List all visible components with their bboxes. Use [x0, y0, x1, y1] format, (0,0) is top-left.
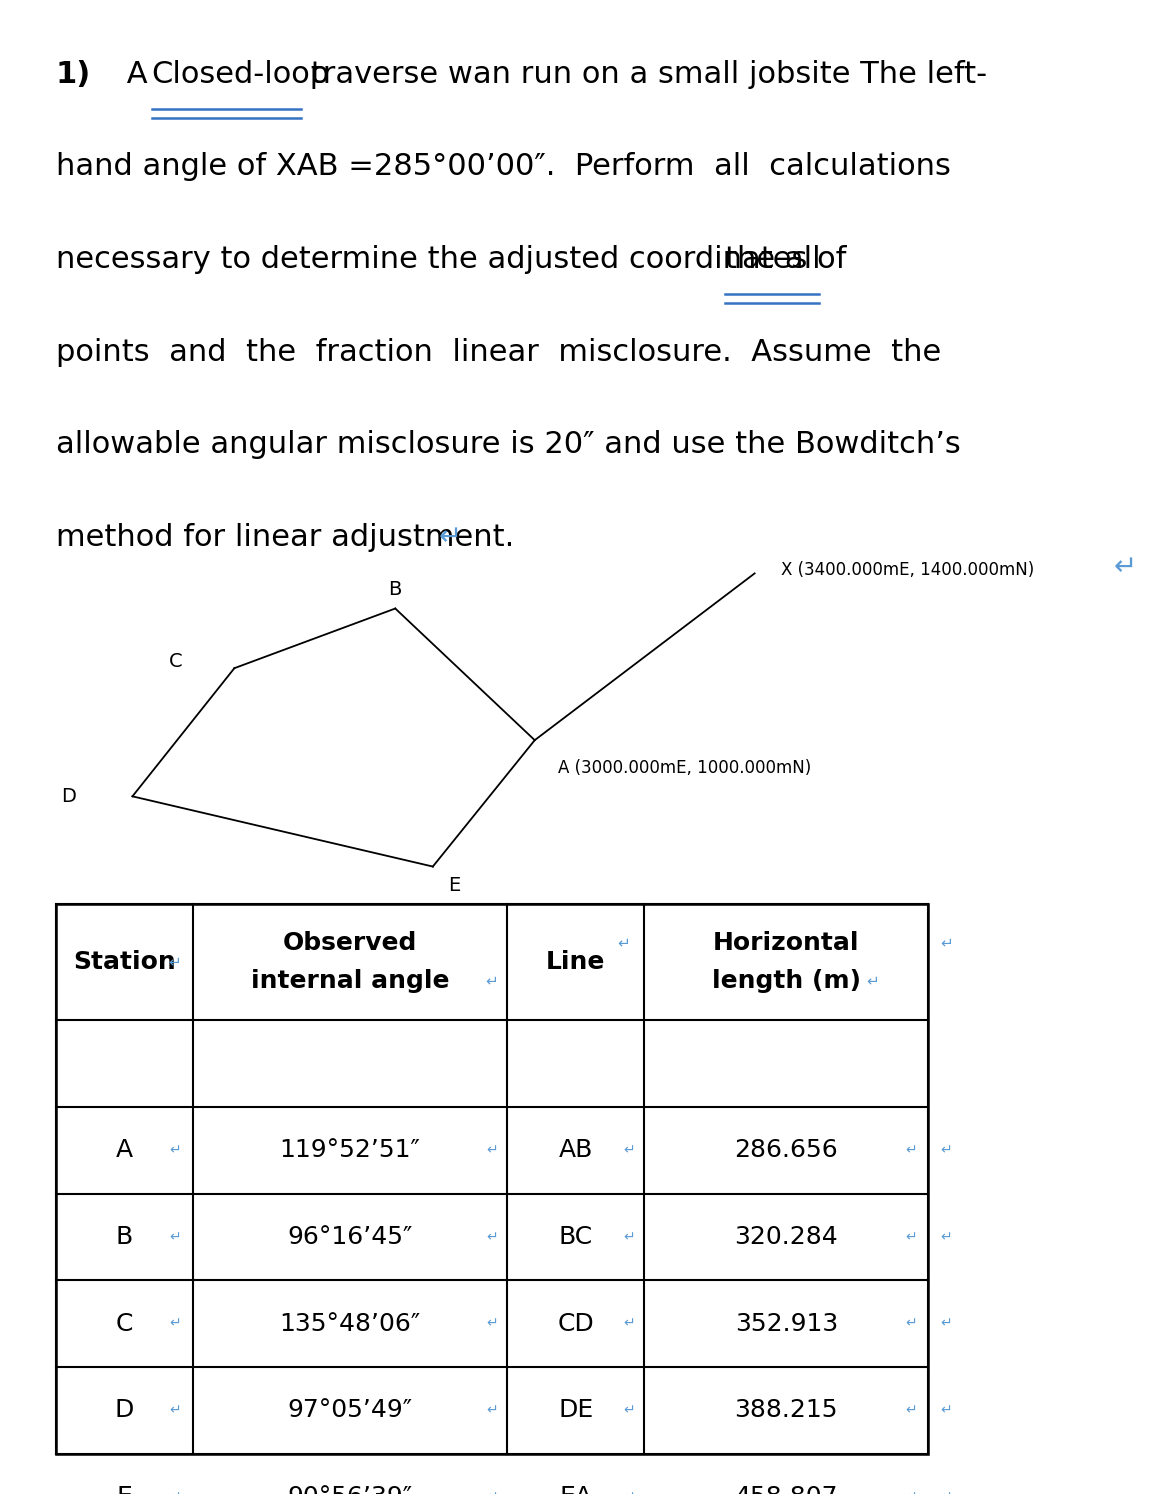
Text: EA: EA: [560, 1485, 592, 1494]
Text: 119°52’51″: 119°52’51″: [280, 1138, 421, 1162]
Text: ↵: ↵: [486, 1490, 498, 1494]
Text: method for linear adjustment.: method for linear adjustment.: [56, 523, 514, 551]
Text: ↵: ↵: [905, 1403, 916, 1418]
Text: 135°48’06″: 135°48’06″: [280, 1312, 421, 1336]
Text: ↵: ↵: [485, 974, 498, 989]
Text: ↵: ↵: [940, 1230, 951, 1245]
Text: ↵: ↵: [1114, 553, 1137, 581]
Text: C: C: [169, 651, 182, 671]
Text: 458.807: 458.807: [735, 1485, 838, 1494]
Text: ↵: ↵: [169, 1316, 181, 1331]
Text: ↵: ↵: [866, 974, 879, 989]
Text: Observed: Observed: [283, 931, 417, 955]
Text: hand angle of XAB =285°00’00″.  Perform  all  calculations: hand angle of XAB =285°00’00″. Perform a…: [56, 152, 950, 181]
Text: BC: BC: [559, 1225, 593, 1249]
Text: 320.284: 320.284: [735, 1225, 838, 1249]
Text: ↵: ↵: [438, 523, 462, 551]
Text: Closed-loop: Closed-loop: [152, 60, 330, 88]
Text: ↵: ↵: [905, 1230, 916, 1245]
Text: traverse wan run on a small jobsite The left-: traverse wan run on a small jobsite The …: [301, 60, 986, 88]
Text: AB: AB: [559, 1138, 593, 1162]
Text: X (3400.000mE, 1400.000mN): X (3400.000mE, 1400.000mN): [781, 560, 1034, 578]
Text: internal angle: internal angle: [251, 970, 449, 994]
Text: ↵: ↵: [169, 1403, 181, 1418]
Text: Station: Station: [73, 950, 176, 974]
Text: ↵: ↵: [905, 1316, 916, 1331]
Text: ↵: ↵: [624, 1316, 635, 1331]
Text: A: A: [117, 60, 157, 88]
Text: ↵: ↵: [940, 1143, 951, 1158]
Text: ↵: ↵: [169, 1143, 181, 1158]
Text: B: B: [115, 1225, 133, 1249]
Text: ↵: ↵: [940, 935, 953, 950]
Text: CD: CD: [557, 1312, 595, 1336]
Text: 97°05’49″: 97°05’49″: [288, 1398, 413, 1422]
Text: ↵: ↵: [940, 1316, 951, 1331]
Text: B: B: [388, 580, 402, 599]
Text: A: A: [115, 1138, 133, 1162]
Text: the all: the all: [725, 245, 821, 273]
Text: allowable angular misclosure is 20″ and use the Bowditch’s: allowable angular misclosure is 20″ and …: [56, 430, 961, 459]
Text: ↵: ↵: [169, 955, 181, 970]
Text: ↵: ↵: [624, 1143, 635, 1158]
Text: 1): 1): [56, 60, 91, 88]
Text: necessary to determine the adjusted coordinates of: necessary to determine the adjusted coor…: [56, 245, 856, 273]
Text: A (3000.000mE, 1000.000mN): A (3000.000mE, 1000.000mN): [559, 759, 812, 777]
Text: ↵: ↵: [905, 1490, 916, 1494]
Text: points  and  the  fraction  linear  misclosure.  Assume  the: points and the fraction linear misclosur…: [56, 338, 941, 366]
Text: D: D: [114, 1398, 134, 1422]
Text: ↵: ↵: [624, 1230, 635, 1245]
Text: 352.913: 352.913: [735, 1312, 838, 1336]
Text: C: C: [115, 1312, 133, 1336]
Text: 90°56’39″: 90°56’39″: [288, 1485, 413, 1494]
Text: Horizontal: Horizontal: [714, 931, 859, 955]
Text: E: E: [448, 877, 461, 895]
Text: ↵: ↵: [617, 935, 630, 950]
Text: D: D: [61, 787, 76, 805]
Text: ↵: ↵: [486, 1403, 498, 1418]
Text: length (m): length (m): [712, 970, 861, 994]
Text: ↵: ↵: [486, 1143, 498, 1158]
Text: DE: DE: [559, 1398, 593, 1422]
Text: ↵: ↵: [624, 1490, 635, 1494]
Text: ↵: ↵: [169, 1490, 181, 1494]
Text: 388.215: 388.215: [735, 1398, 838, 1422]
Text: ↵: ↵: [940, 1490, 951, 1494]
Text: ↵: ↵: [486, 1316, 498, 1331]
Text: ↵: ↵: [624, 1403, 635, 1418]
Bar: [56, 904, 928, 1454]
Text: ↵: ↵: [486, 1230, 498, 1245]
Text: E: E: [117, 1485, 133, 1494]
Text: 286.656: 286.656: [735, 1138, 838, 1162]
Text: 96°16’45″: 96°16’45″: [288, 1225, 413, 1249]
Text: ↵: ↵: [169, 1230, 181, 1245]
Text: ↵: ↵: [940, 1403, 951, 1418]
Text: Line: Line: [546, 950, 605, 974]
Text: ↵: ↵: [905, 1143, 916, 1158]
